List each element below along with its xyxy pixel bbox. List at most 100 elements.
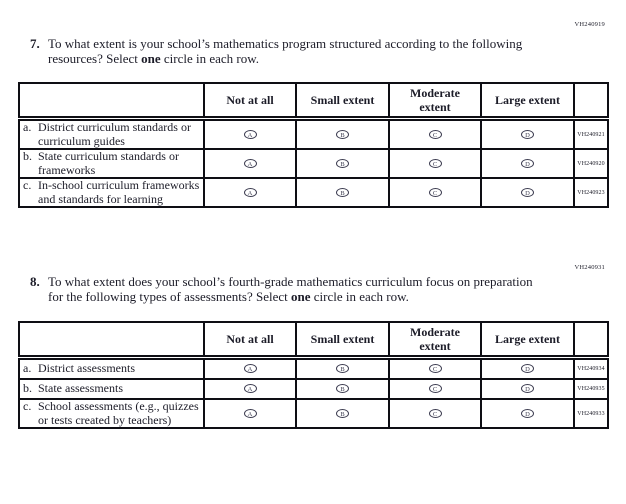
question-8-text-suffix: circle in each row. (310, 288, 409, 304)
option-cell-large-extent: D (480, 177, 575, 208)
column-header-small-extent: Small extent (295, 82, 390, 121)
question-7-code: VH240919 (574, 21, 605, 28)
table-row: b. State assessments A B C D VH240935 (18, 378, 609, 400)
row-letter: c. (23, 178, 32, 192)
table-row: c. In-school curriculum frameworks and st… (18, 177, 609, 208)
column-header-blank (18, 82, 205, 121)
question-8-text-prefix: To what extent does your school’s fourth… (48, 274, 533, 304)
answer-bubble[interactable]: D (521, 364, 534, 373)
answer-bubble[interactable]: B (336, 408, 349, 418)
answer-bubble[interactable]: D (521, 384, 534, 393)
answer-bubble[interactable]: C (428, 187, 442, 197)
question-8-text: To what extent does your school’s fourth… (48, 274, 550, 304)
column-header-code-blank (573, 321, 609, 360)
column-header-not-at-all: Not at all (203, 321, 297, 360)
row-label-text: State assessments (38, 381, 123, 396)
column-header-moderate-extent: Moderate extent (388, 82, 482, 121)
item-code: VH240934 (573, 356, 609, 380)
option-cell-small-extent: B (295, 398, 390, 429)
option-cell-large-extent: D (480, 117, 575, 150)
item-code: VH240920 (573, 148, 609, 179)
answer-bubble[interactable]: C (428, 364, 442, 373)
question-8-text-bold: one (290, 288, 311, 304)
answer-bubble[interactable]: A (243, 364, 257, 373)
option-cell-not-at-all: A (203, 398, 297, 429)
option-cell-small-extent: B (295, 378, 390, 400)
column-header-small-extent: Small extent (295, 321, 390, 360)
question-7-text: To what extent is your school’s mathemat… (48, 36, 550, 66)
option-cell-small-extent: B (295, 356, 390, 380)
answer-bubble[interactable]: D (521, 187, 534, 197)
answer-bubble[interactable]: B (336, 129, 349, 139)
answer-bubble[interactable]: A (243, 384, 257, 393)
row-letter: a. (23, 120, 32, 134)
answer-bubble[interactable]: C (428, 384, 442, 393)
option-cell-large-extent: D (480, 378, 575, 400)
item-code: VH240921 (573, 117, 609, 150)
question-7-text-suffix: circle in each row. (160, 50, 260, 66)
row-label: c. School assessments (e.g., quizzes or t… (18, 398, 205, 429)
question-7-text-prefix: To what extent is your school’s mathemat… (48, 36, 523, 66)
column-header-large-extent: Large extent (480, 321, 575, 360)
row-label: b. State assessments (18, 378, 205, 400)
answer-bubble[interactable]: A (243, 129, 257, 139)
row-label-text: In-school curriculum frameworks and stan… (38, 178, 200, 206)
item-code: VH240923 (573, 177, 609, 208)
option-cell-large-extent: D (480, 356, 575, 380)
column-header-moderate-extent: Moderate extent (388, 321, 482, 360)
question-7-number: 7. (30, 36, 40, 51)
table-row: b. State curriculum standards or framewor… (18, 148, 609, 179)
row-label: a. District curriculum standards or curri… (18, 117, 205, 150)
answer-bubble[interactable]: D (521, 408, 534, 418)
answer-bubble[interactable]: B (336, 384, 349, 393)
option-cell-moderate-extent: C (388, 378, 482, 400)
row-letter: a. (23, 361, 32, 376)
item-code: VH240933 (573, 398, 609, 429)
answer-bubble[interactable]: B (336, 364, 349, 373)
question-7-table: Not at all Small extent Moderate extent … (18, 82, 609, 208)
column-header-blank (18, 321, 205, 360)
option-cell-not-at-all: A (203, 177, 297, 208)
option-cell-moderate-extent: C (388, 398, 482, 429)
option-cell-small-extent: B (295, 177, 390, 208)
column-header-code-blank (573, 82, 609, 121)
question-7-text-bold: one (141, 50, 161, 66)
question-8-code: VH240931 (574, 264, 605, 271)
row-label-text: District assessments (38, 361, 135, 376)
row-letter: b. (23, 381, 32, 396)
row-label: b. State curriculum standards or framewor… (18, 148, 205, 179)
option-cell-small-extent: B (295, 117, 390, 150)
row-letter: b. (23, 149, 32, 163)
answer-bubble[interactable]: B (336, 158, 349, 168)
option-cell-small-extent: B (295, 148, 390, 179)
answer-bubble[interactable]: A (243, 408, 257, 418)
option-cell-large-extent: D (480, 148, 575, 179)
table-row: a. District assessments A B C D VH240934 (18, 356, 609, 380)
row-label: c. In-school curriculum frameworks and st… (18, 177, 205, 208)
answer-bubble[interactable]: A (243, 158, 257, 168)
answer-bubble[interactable]: A (243, 187, 257, 197)
option-cell-moderate-extent: C (388, 117, 482, 150)
answer-bubble[interactable]: C (428, 158, 442, 168)
answer-bubble[interactable]: C (428, 408, 442, 418)
column-header-large-extent: Large extent (480, 82, 575, 121)
answer-bubble[interactable]: D (521, 129, 534, 139)
answer-bubble[interactable]: C (428, 129, 442, 139)
option-cell-not-at-all: A (203, 117, 297, 150)
answer-bubble[interactable]: D (521, 158, 534, 168)
question-8-number: 8. (30, 274, 40, 289)
option-cell-large-extent: D (480, 398, 575, 429)
table-row: a. District curriculum standards or curri… (18, 117, 609, 150)
option-cell-not-at-all: A (203, 356, 297, 380)
item-code: VH240935 (573, 378, 609, 400)
option-cell-moderate-extent: C (388, 148, 482, 179)
answer-bubble[interactable]: B (336, 187, 349, 197)
question-8: 8. To what extent does your school’s fou… (30, 274, 626, 304)
option-cell-not-at-all: A (203, 148, 297, 179)
table-row: c. School assessments (e.g., quizzes or t… (18, 398, 609, 429)
question-7: 7. To what extent is your school’s mathe… (30, 36, 626, 66)
row-letter: c. (23, 399, 32, 413)
row-label-text: School assessments (e.g., quizzes or tes… (38, 399, 199, 427)
option-cell-moderate-extent: C (388, 177, 482, 208)
row-label-text: District curriculum standards or curricu… (38, 120, 191, 148)
